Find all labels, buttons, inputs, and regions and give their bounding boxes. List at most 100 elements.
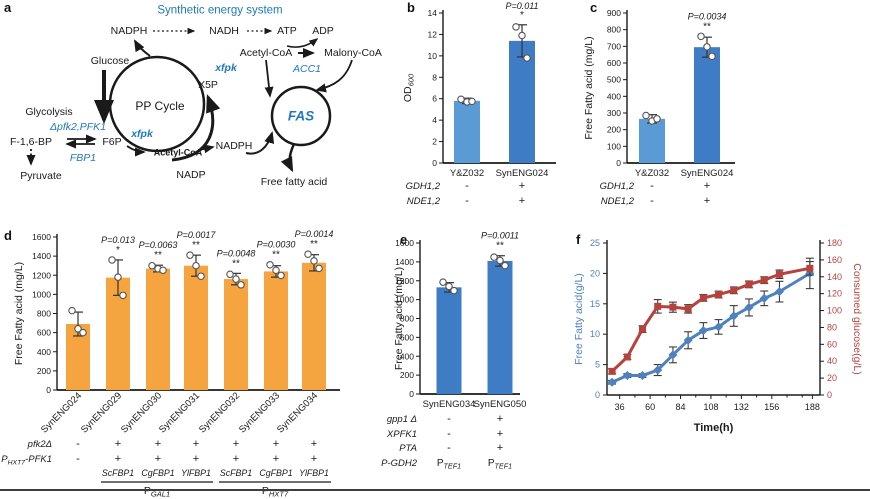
y-tick-label: 1200 xyxy=(32,270,51,280)
p-value: P=0.013 xyxy=(101,235,135,245)
data-point xyxy=(439,278,447,286)
left-tick-label: 20 xyxy=(590,268,600,278)
node-free-fatty-acid: Free fatty acid xyxy=(260,175,328,188)
node-nadp: NADP xyxy=(176,168,206,181)
right-tick-label: 120 xyxy=(827,289,842,299)
genotype-value: - xyxy=(650,180,654,192)
data-point xyxy=(512,23,520,31)
genotype-value: PTEF1 xyxy=(488,458,512,471)
arrow-fas-ffa xyxy=(280,143,296,173)
y-tick-label: 1600 xyxy=(395,238,414,248)
data-point xyxy=(186,251,194,259)
node-atp: ATP xyxy=(277,24,297,37)
genotype-value: - xyxy=(650,195,654,207)
node-pp-cycle: PP Cycle xyxy=(135,99,185,113)
y-tick-label: 1000 xyxy=(395,295,414,305)
data-point xyxy=(518,31,526,40)
fas-circle xyxy=(270,85,332,147)
bar-SynENG050 xyxy=(487,260,513,394)
y-tick-label: 1000 xyxy=(32,289,51,299)
right-tick-label: 60 xyxy=(827,339,837,349)
chart-panel-f: 0 5 10 15 20 25 0 20 40 60 80 100 120 140 160 180 36 60 84… xyxy=(573,238,863,434)
genotype-value: - xyxy=(76,438,80,450)
genotype-row-label: PHXT7-PFK1 xyxy=(1,454,52,467)
node-f16bp: F-1,6-BP xyxy=(9,135,53,148)
data-point xyxy=(496,256,504,265)
node-f6p: F6P xyxy=(102,135,122,148)
genotype-value: + xyxy=(193,438,199,450)
arrow-nadph-fas xyxy=(245,131,275,155)
x-category-label: SynENG031 xyxy=(157,390,202,435)
significance: ** xyxy=(232,258,240,269)
y-tick-label: 1400 xyxy=(32,251,51,261)
data-point xyxy=(114,273,122,281)
genotype-value: + xyxy=(704,195,710,207)
y-tick-label: 900 xyxy=(607,8,621,18)
significance: * xyxy=(520,10,524,21)
genotype-value: + xyxy=(115,438,121,450)
right-tick-label: 80 xyxy=(827,322,837,332)
y-tick-label: 800 xyxy=(37,309,51,319)
genotype-value: + xyxy=(497,442,503,454)
fbp-gene-label: ScFBP1 xyxy=(102,468,134,478)
data-point xyxy=(468,97,476,106)
y-tick-label: 4 xyxy=(432,115,437,125)
data-point xyxy=(490,253,498,261)
x-tick-label: 84 xyxy=(676,402,686,412)
y-tick-label: 1600 xyxy=(32,232,51,242)
bar-SynENG034 xyxy=(302,262,326,390)
marker-square xyxy=(654,302,662,310)
y-tick-label: 600 xyxy=(607,58,621,68)
genotype-value: + xyxy=(155,438,161,450)
marker-square xyxy=(669,303,677,311)
left-tick-label: 10 xyxy=(590,329,600,339)
y-tick-label: 1400 xyxy=(395,257,414,267)
fbp-gene-label: YlFBP1 xyxy=(299,468,329,478)
promoter-group-label: PGAL1 xyxy=(144,485,170,499)
p-value: P=0.0034 xyxy=(688,11,727,21)
genotype-value: + xyxy=(233,453,239,465)
significance: ** xyxy=(310,239,318,250)
panel-label-b: b xyxy=(407,0,415,15)
genotype-row-label: gpp1 Δ xyxy=(387,414,417,425)
significance: ** xyxy=(496,241,504,252)
node-pyruvate: Pyruvate xyxy=(20,169,62,182)
pp-cycle-circle xyxy=(108,55,206,153)
x-category-label: SynENG034 xyxy=(275,390,320,435)
node-glucose: Glucose xyxy=(90,54,130,67)
fbp-gene-label: CgFBP1 xyxy=(259,468,292,478)
right-tick-label: 20 xyxy=(827,373,837,383)
data-point xyxy=(653,115,661,123)
left-tick-label: 0 xyxy=(595,390,600,400)
fbp-gene-label: CgFBP1 xyxy=(141,468,174,478)
bar-SynENG024 xyxy=(694,47,720,163)
node-title: Synthetic energy system xyxy=(157,4,283,17)
promoter-group-label: PHXT7 xyxy=(262,485,289,499)
marker-square xyxy=(715,291,723,299)
marker-square xyxy=(608,367,616,375)
node-acetyl-coa-top: Acetyl-CoA xyxy=(239,46,293,59)
bar-SynENG024 xyxy=(509,40,535,163)
y-tick-label: 600 xyxy=(400,332,414,342)
p-value: P=0.0014 xyxy=(295,229,334,239)
y-tick-label: 8 xyxy=(432,72,437,82)
x-category-label: SynENG034 xyxy=(423,399,476,410)
x-tick-label: 60 xyxy=(645,402,655,412)
marker-diamond xyxy=(607,377,617,387)
y-tick-label: 600 xyxy=(37,328,51,338)
genotype-value: + xyxy=(233,438,239,450)
y-tick-label: 100 xyxy=(607,141,621,151)
arrow-cycle-nadph xyxy=(134,39,151,57)
data-point xyxy=(226,270,234,279)
node-xfpk-top: xfpk xyxy=(215,61,237,74)
right-tick-label: 140 xyxy=(827,272,842,282)
y-axis-title: Free Fatty acid (mg/L) xyxy=(393,267,405,370)
y-tick-label: 12 xyxy=(428,29,438,39)
node-fas: FAS xyxy=(287,108,315,124)
node-glycolysis: Glycolysis xyxy=(25,105,73,118)
y-tick-label: 1200 xyxy=(395,276,414,286)
data-point xyxy=(148,261,156,270)
panel-label-a: a xyxy=(4,0,12,15)
genotype-value: - xyxy=(465,195,469,207)
arrow-to-nadph-right xyxy=(198,144,215,154)
